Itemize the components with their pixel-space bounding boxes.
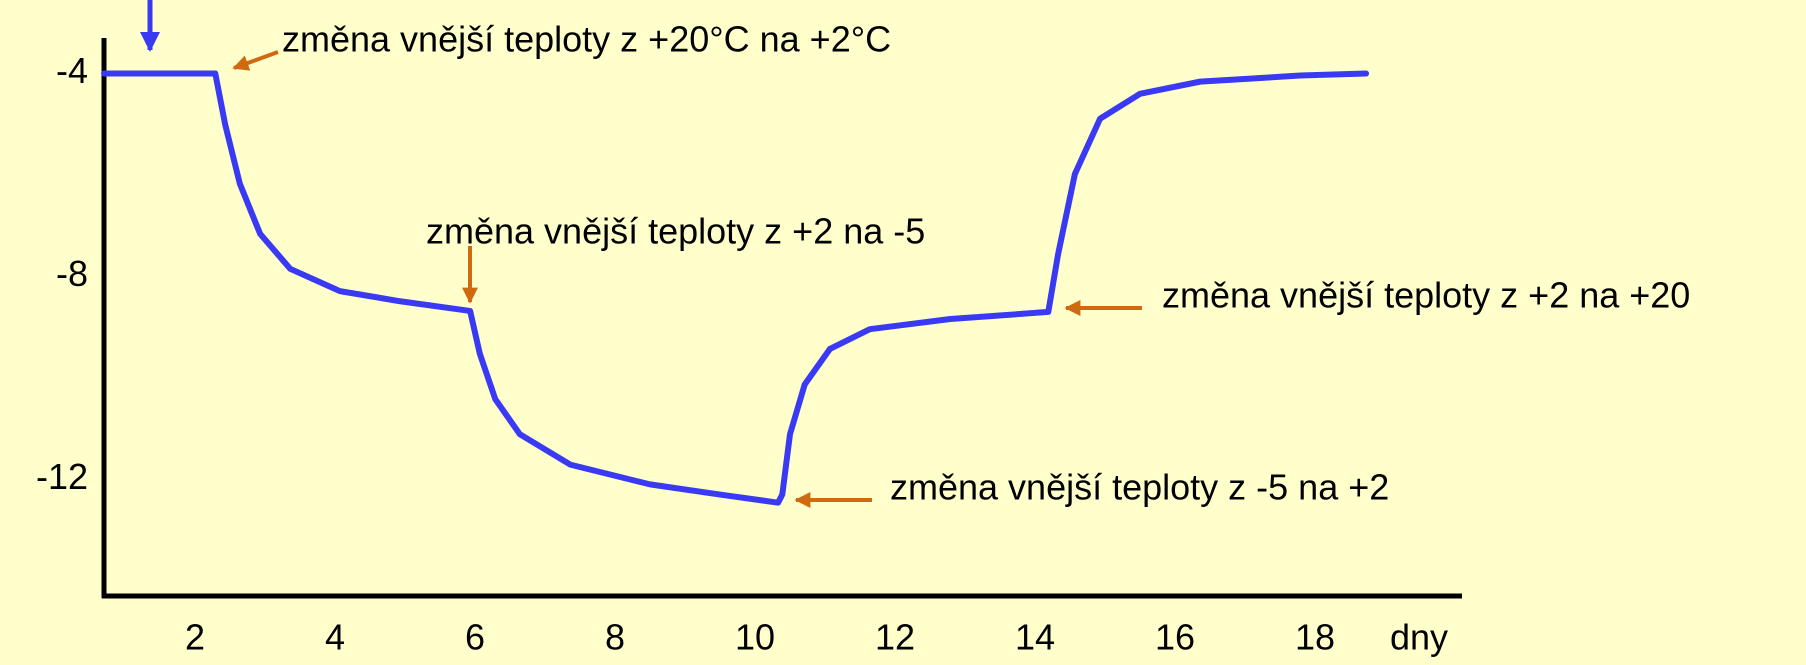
annotation: změna vnější teploty z +20°C na +2°C — [282, 19, 891, 60]
y-tick-label: -12 — [36, 456, 88, 497]
y-tick-label: -8 — [56, 253, 88, 294]
x-tick-label: 10 — [735, 617, 775, 658]
x-tick-label: 14 — [1015, 617, 1055, 658]
x-axis-label: dny — [1390, 617, 1448, 658]
x-tick-label: 12 — [875, 617, 915, 658]
x-tick-label: 2 — [185, 617, 205, 658]
x-tick-label: 8 — [605, 617, 625, 658]
line — [101, 70, 1370, 506]
annotation: změna vnější teploty z -5 na +2 — [890, 467, 1389, 508]
y-tick-label: -4 — [56, 50, 88, 91]
x-tick-label: 18 — [1295, 617, 1335, 658]
annotation: změna vnější teploty z +2 na -5 — [426, 211, 925, 252]
x-tick-label: 16 — [1155, 617, 1195, 658]
annotation: změna vnější teploty z +2 na +20 — [1162, 275, 1690, 316]
annotation-arrow — [232, 50, 279, 71]
x-tick-label: 4 — [325, 617, 345, 658]
x-tick-label: 6 — [465, 617, 485, 658]
